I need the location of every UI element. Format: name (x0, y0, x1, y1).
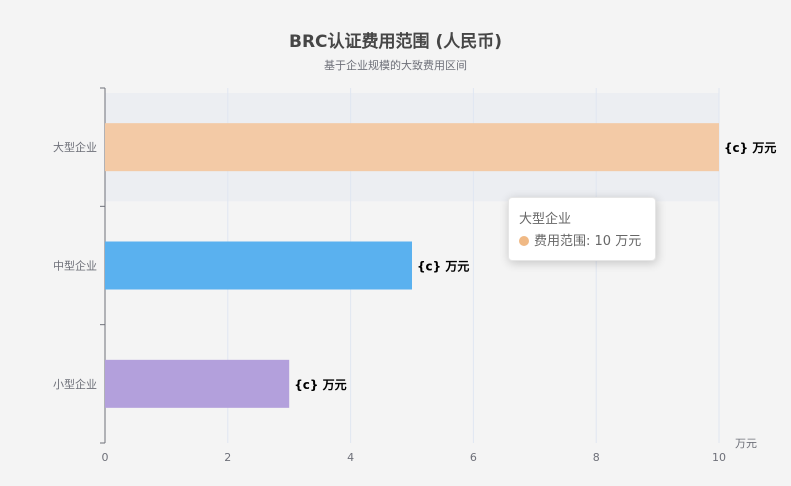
y-tick-label: 小型企业 (53, 377, 97, 391)
chart-title: BRC认证费用范围 (人民币) (289, 32, 502, 52)
data-label: {c} 万元 (724, 141, 776, 155)
x-tick-label: 10 (712, 451, 726, 464)
y-tick-label: 中型企业 (53, 259, 97, 273)
data-label: {c} 万元 (294, 378, 346, 392)
chart-subtitle: 基于企业规模的大致费用区间 (324, 59, 467, 72)
data-label: {c} 万元 (417, 260, 469, 274)
x-axis-label: 万元 (735, 437, 757, 450)
bar (105, 359, 290, 408)
tooltip-title: 大型企业 (519, 212, 572, 227)
bar (105, 241, 412, 290)
x-tick-label: 0 (102, 451, 109, 464)
x-tick-label: 2 (224, 451, 231, 464)
x-tick-label: 6 (470, 451, 477, 464)
chart-tooltip: 大型企业 费用范围: 10 万元 (508, 197, 656, 261)
tooltip-row: 费用范围: 10 万元 (519, 231, 645, 253)
y-tick-label: 大型企业 (53, 140, 97, 154)
bar (105, 123, 719, 172)
x-tick-label: 8 (593, 451, 600, 464)
tooltip-marker-icon (519, 236, 529, 246)
tooltip-value: 10 万元 (594, 234, 642, 249)
x-tick-label: 4 (347, 451, 354, 464)
tooltip-series-label: 费用范围 (534, 234, 587, 249)
